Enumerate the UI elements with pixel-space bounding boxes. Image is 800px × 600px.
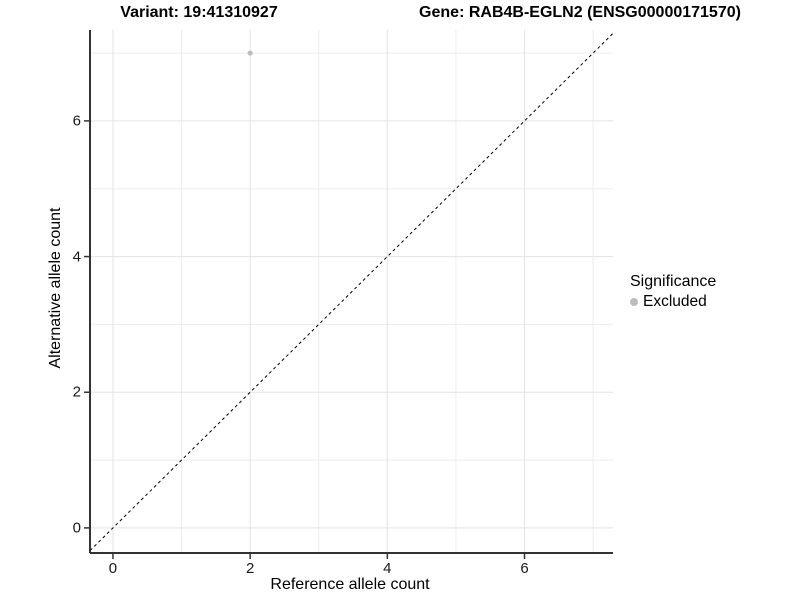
legend-item-excluded: Excluded bbox=[630, 293, 716, 311]
y-tick-label: 6 bbox=[72, 112, 81, 130]
legend: Significance Excluded bbox=[630, 273, 716, 311]
x-tick-label: 6 bbox=[520, 560, 529, 577]
y-tick-label: 4 bbox=[72, 248, 81, 266]
x-tick-label: 0 bbox=[108, 560, 118, 577]
x-tick-label: 2 bbox=[245, 560, 255, 577]
y-tick-label: 0 bbox=[72, 519, 81, 537]
legend-item-label: Excluded bbox=[643, 293, 707, 310]
variant-title: Variant: 19:41310927 bbox=[120, 4, 278, 21]
data-point bbox=[247, 50, 253, 56]
legend-title: Significance bbox=[630, 273, 717, 290]
gene-title: Gene: RAB4B-EGLN2 (ENSG00000171570) bbox=[419, 4, 741, 21]
identity-line bbox=[89, 33, 614, 551]
excluded-point-swatch bbox=[630, 298, 638, 306]
x-axis-label: Reference allele count bbox=[270, 576, 430, 593]
y-tick-label: 2 bbox=[72, 383, 81, 401]
x-tick-label: 4 bbox=[383, 560, 392, 577]
y-axis-label: Alternative allele count bbox=[47, 207, 64, 369]
